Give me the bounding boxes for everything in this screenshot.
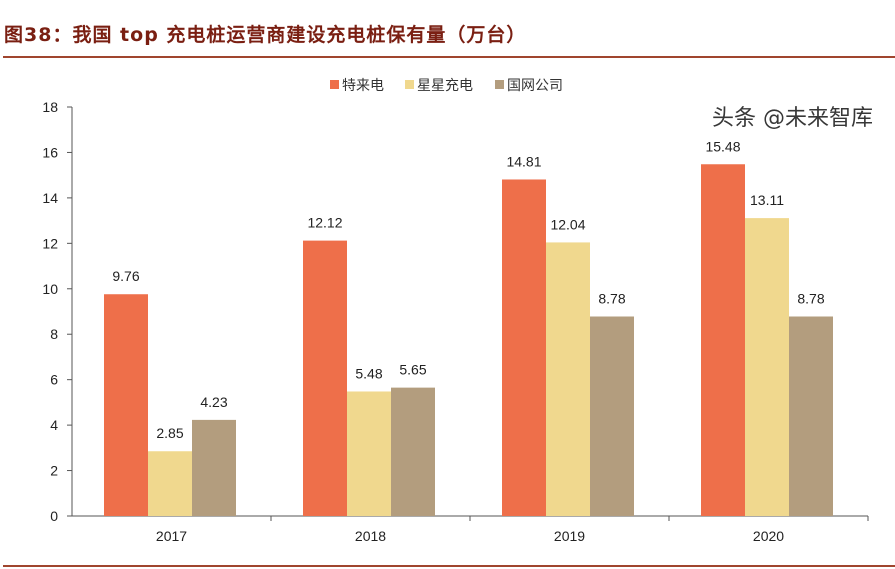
x-tick-label: 2018 [355, 528, 386, 544]
legend-swatch [330, 80, 339, 89]
watermark: 头条 @未来智库 [712, 106, 873, 131]
y-tick-label: 12 [42, 235, 58, 251]
y-tick-label: 10 [42, 281, 58, 297]
data-label: 8.78 [598, 290, 625, 306]
bar-国网公司-2017 [192, 419, 236, 516]
y-tick-label: 6 [50, 372, 58, 388]
bar-国网公司-2019 [590, 316, 634, 516]
bar-星星充电-2019 [546, 242, 590, 516]
y-tick-label: 4 [50, 417, 58, 433]
bar-星星充电-2017 [148, 451, 192, 516]
bar-特来电-2019 [502, 179, 546, 516]
y-tick-label: 8 [50, 326, 58, 342]
legend-label: 星星充电 [417, 78, 473, 94]
legend-swatch [495, 80, 504, 89]
bar-星星充电-2018 [347, 391, 391, 516]
data-label: 9.76 [112, 268, 139, 284]
bar-国网公司-2018 [391, 387, 435, 516]
figure-title: 图38：我国 top 充电桩运营商建设充电桩保有量（万台） [4, 24, 527, 46]
data-label: 12.04 [550, 216, 585, 232]
legend-label: 特来电 [342, 78, 384, 94]
x-tick-label: 2019 [554, 528, 585, 544]
x-tick-label: 2020 [753, 528, 784, 544]
data-label: 12.12 [307, 215, 342, 231]
data-label: 5.65 [399, 362, 426, 378]
y-tick-label: 18 [42, 99, 58, 115]
bar-国网公司-2020 [789, 316, 833, 516]
data-label: 2.85 [156, 425, 183, 441]
data-label: 4.23 [200, 394, 227, 410]
data-label: 5.48 [355, 365, 382, 381]
y-tick-label: 0 [50, 508, 58, 524]
data-label: 15.48 [705, 138, 740, 154]
data-label: 8.78 [797, 290, 824, 306]
y-tick-label: 2 [50, 463, 58, 479]
x-tick-label: 2017 [156, 528, 187, 544]
bar-星星充电-2020 [745, 218, 789, 516]
title-rule [3, 56, 895, 58]
y-tick-label: 14 [42, 190, 58, 206]
bar-特来电-2020 [701, 164, 745, 516]
y-tick-label: 16 [42, 144, 58, 160]
bottom-rule [3, 565, 895, 567]
bar-特来电-2018 [303, 240, 347, 516]
legend-label: 国网公司 [507, 78, 563, 94]
data-label: 14.81 [506, 153, 541, 169]
legend-swatch [405, 80, 414, 89]
bar-特来电-2017 [104, 294, 148, 516]
data-label: 13.11 [750, 192, 784, 208]
